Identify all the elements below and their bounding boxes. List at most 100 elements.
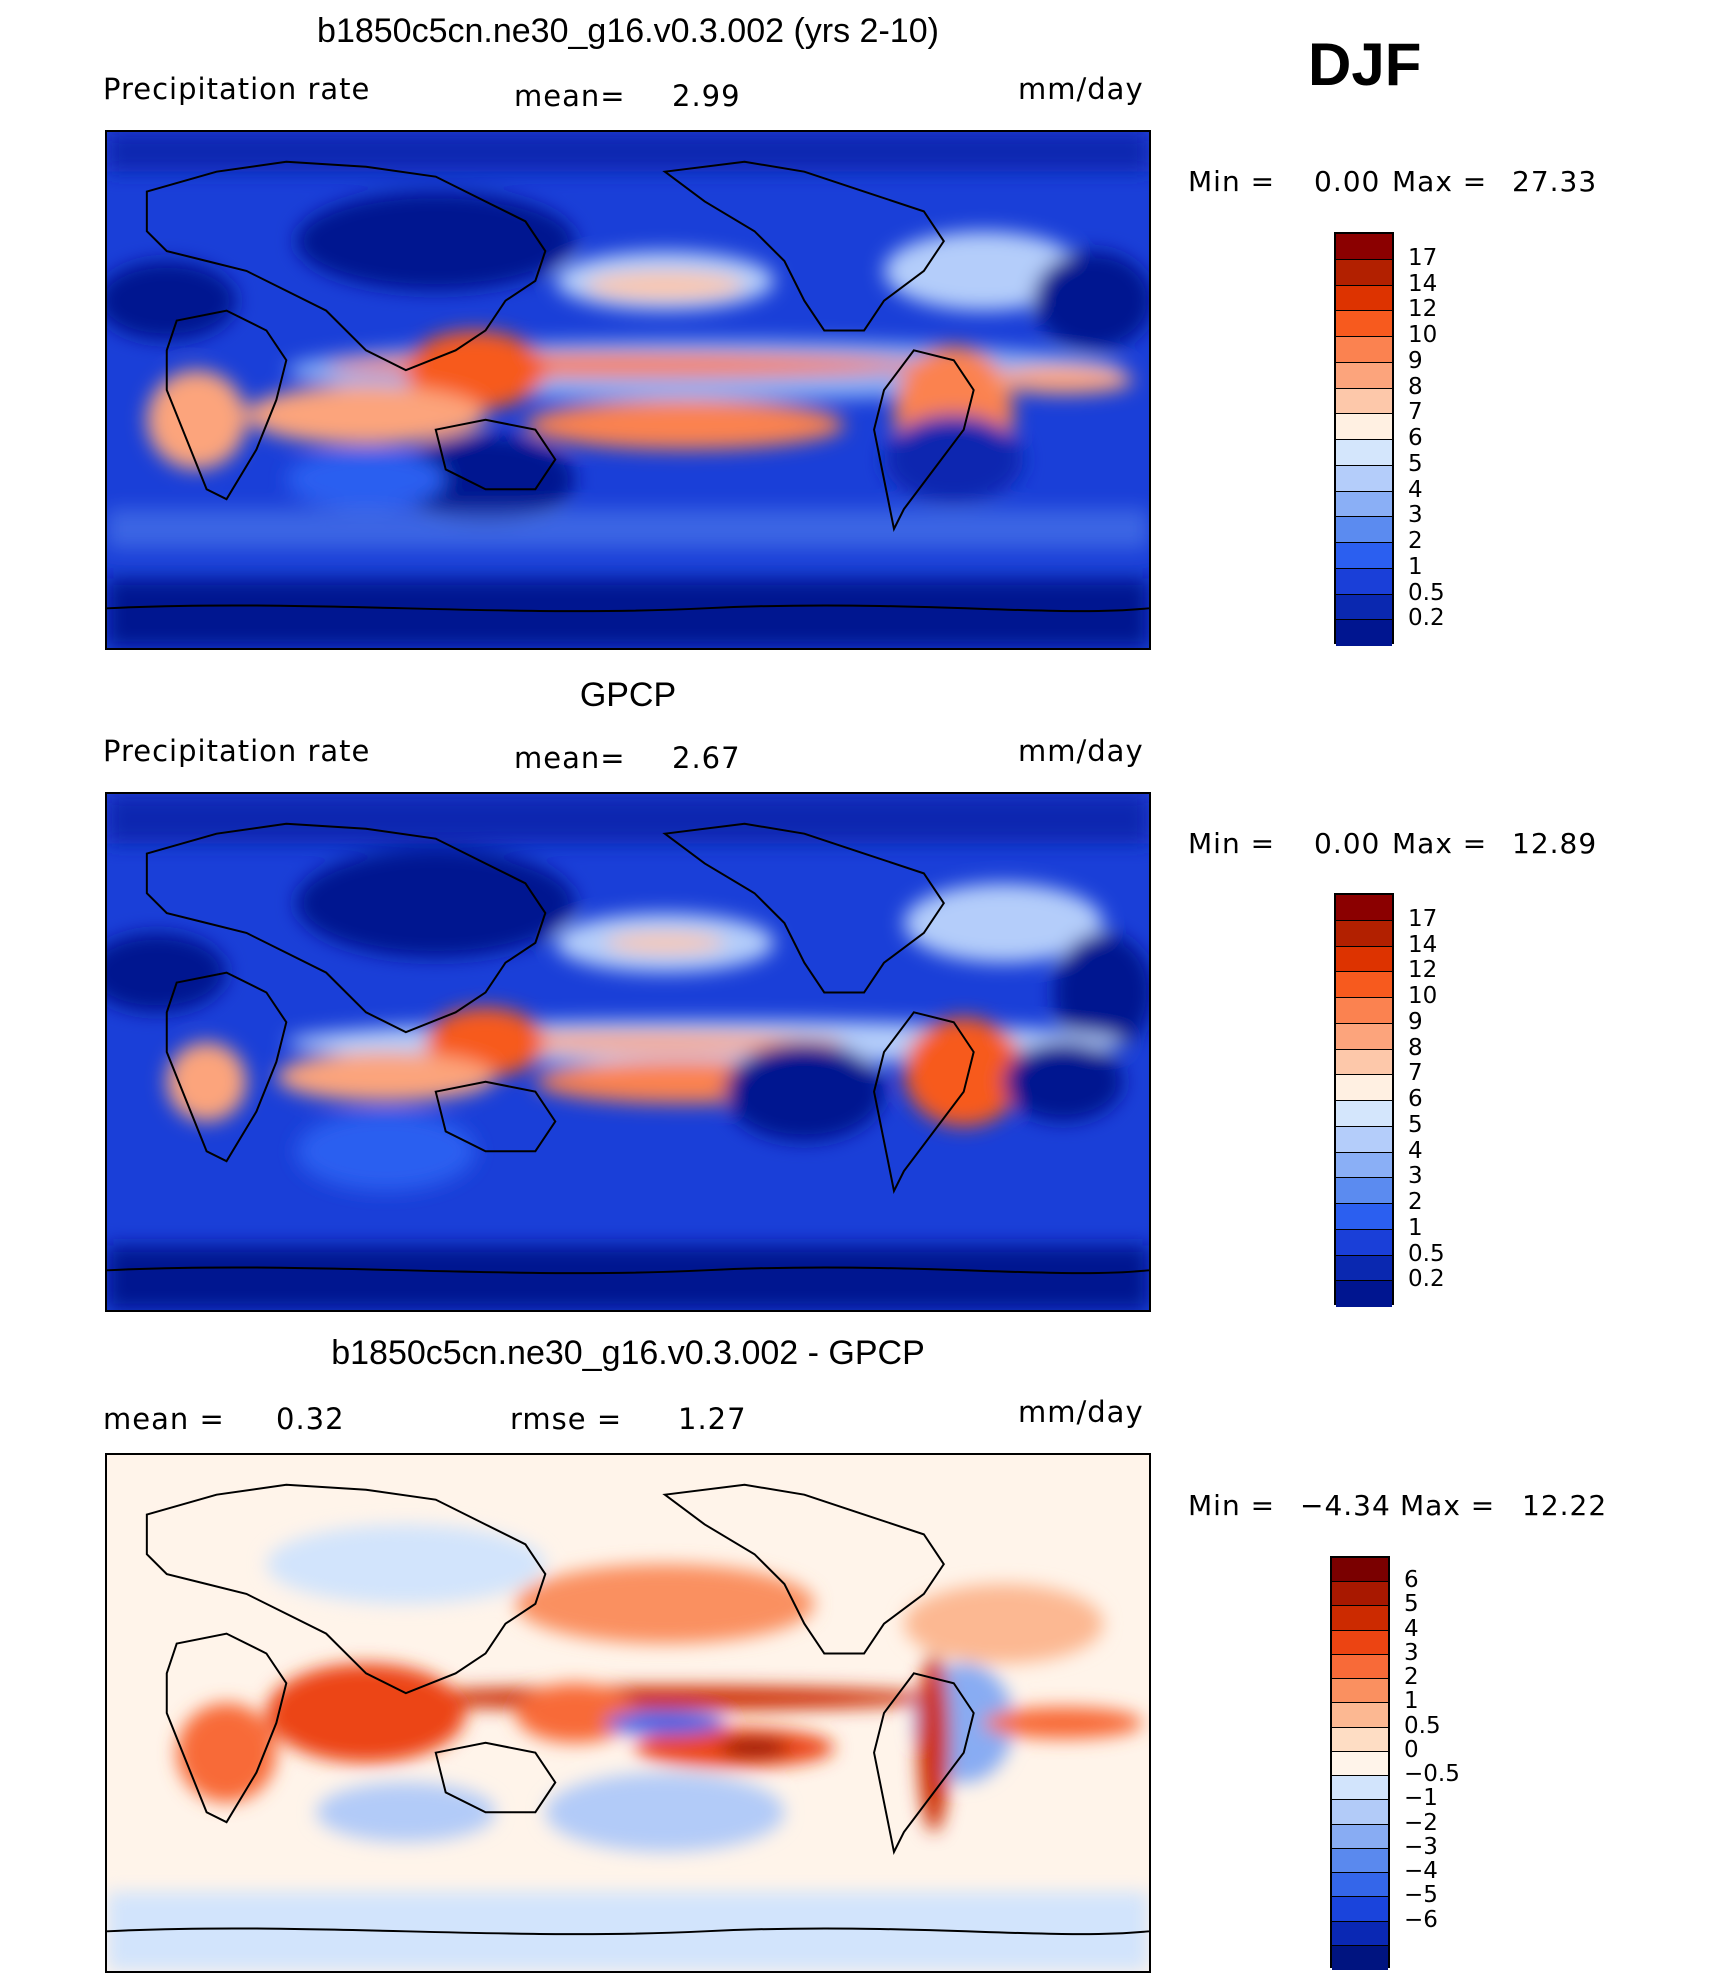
colorbar-swatch: [1332, 1800, 1388, 1825]
colorbar-swatch: [1336, 259, 1392, 286]
colorbar-swatch: [1336, 1101, 1392, 1127]
colorbar-tick-label: 6: [1404, 1567, 1419, 1594]
colorbar-tick-label: 3: [1408, 1163, 1423, 1190]
colorbar-tick-label: 1: [1408, 553, 1423, 580]
season-label: DJF: [1308, 31, 1422, 98]
colorbar-swatch: [1336, 972, 1392, 998]
colorbar-swatch: [1332, 1679, 1388, 1704]
colorbar-tick-label: −2: [1404, 1809, 1438, 1836]
colorbar-tick-label: −0.5: [1404, 1761, 1460, 1788]
colorbar-swatch: [1336, 465, 1392, 492]
colorbar-swatch: [1336, 311, 1392, 337]
panel-1-min-value: 0.00: [1314, 165, 1381, 198]
panel-2-variable-label: Precipitation rate: [103, 734, 371, 768]
colorbar-tick-label: 14: [1408, 270, 1438, 297]
colorbar-tick-label: 8: [1408, 1034, 1423, 1061]
colorbar-tick-label: 10: [1408, 322, 1438, 348]
colorbar-swatch: [1336, 1281, 1392, 1307]
colorbar-swatch: [1336, 234, 1392, 260]
panel-1-coastlines: [107, 160, 1149, 613]
colorbar-swatch: [1336, 1204, 1392, 1230]
panel-2-mean-label: mean=: [514, 741, 626, 775]
colorbar-tick-label: 0.5: [1408, 579, 1445, 606]
colorbar-swatch: [1336, 491, 1392, 518]
colorbar-swatch: [1332, 1582, 1388, 1607]
panel-2-max-value: 12.89: [1512, 827, 1598, 860]
colorbar-tick-label: 10: [1408, 983, 1438, 1009]
colorbar-tick-label: 9: [1408, 1008, 1423, 1035]
colorbar-swatch: [1336, 543, 1392, 569]
colorbar-swatch: [1332, 1897, 1388, 1922]
panel-3-max-value: 12.22: [1522, 1489, 1608, 1522]
colorbar-tick-label: −1: [1404, 1785, 1438, 1812]
colorbar-swatch: [1336, 1023, 1392, 1050]
colorbar-tick-label: 6: [1408, 1086, 1423, 1112]
colorbar-swatch: [1336, 568, 1392, 595]
panel-3-map-svg: [107, 1455, 1149, 1971]
colorbar-boxes: [1334, 893, 1394, 1307]
panel-3-mean-value: 0.32: [276, 1402, 345, 1436]
colorbar-tick-label: 7: [1408, 399, 1423, 426]
colorbar-boxes: [1330, 1556, 1390, 1970]
colorbar-swatch: [1332, 1824, 1388, 1849]
colorbar-tick-label: 0.2: [1408, 1266, 1445, 1293]
colorbar-tick-label: 3: [1408, 502, 1423, 529]
colorbar-tick-label: 2: [1408, 1189, 1423, 1215]
panel-2-max-label: Max =: [1392, 827, 1488, 860]
colorbar-swatch: [1336, 337, 1392, 363]
colorbar-tick-label: 5: [1404, 1591, 1419, 1618]
panel-3-mean-label: mean =: [103, 1402, 225, 1436]
panel-3-title: b1850c5cn.ne30_g16.v0.3.002 - GPCP: [331, 1334, 925, 1372]
colorbar-tick-label: 6: [1408, 425, 1423, 451]
panel-1-units: mm/day: [1018, 72, 1144, 106]
colorbar-tick-label: −4: [1404, 1858, 1438, 1885]
colorbar-swatch: [1336, 1126, 1392, 1153]
colorbar-swatch: [1332, 1751, 1388, 1777]
colorbar-tick-label: 1: [1408, 1214, 1423, 1241]
colorbar-swatch: [1336, 1255, 1392, 1282]
colorbar-tick-label: 4: [1408, 1137, 1423, 1164]
colorbar-swatch: [1336, 895, 1392, 921]
colorbar-tick-label: 0.5: [1404, 1712, 1441, 1739]
colorbar-tick-label: 5: [1408, 450, 1423, 477]
panel-2-min-label: Min =: [1188, 827, 1276, 860]
panel-2-mean-value: 2.67: [672, 741, 741, 775]
panel-1-max-label: Max =: [1392, 165, 1488, 198]
colorbar-tick-label: 8: [1408, 373, 1423, 400]
panel-1-min-label: Min =: [1188, 165, 1276, 198]
colorbar-swatch: [1332, 1776, 1388, 1801]
colorbar-swatch: [1336, 594, 1392, 621]
colorbar-tick-label: 12: [1408, 957, 1438, 984]
colorbar-swatch: [1336, 517, 1392, 543]
colorbar-tick-label: 3: [1404, 1639, 1419, 1666]
colorbar-tick-label: 5: [1408, 1111, 1423, 1138]
panel-2-min-value: 0.00: [1314, 827, 1381, 860]
colorbar-tick-label: 4: [1408, 476, 1423, 503]
colorbar-swatch: [1336, 1049, 1392, 1076]
colorbar-tick-label: −6: [1404, 1906, 1438, 1933]
colorbar-tick-label: 0.5: [1408, 1240, 1445, 1267]
colorbar-swatch: [1332, 1703, 1388, 1728]
colorbar-tick-label: 14: [1408, 931, 1438, 958]
colorbar-tick-label: 1: [1404, 1688, 1419, 1715]
panel-3-rmse-label: rmse =: [510, 1402, 623, 1436]
colorbar-swatch: [1332, 1654, 1388, 1680]
panel-1-map: [105, 130, 1151, 650]
colorbar-tick-label: −3: [1404, 1833, 1438, 1860]
colorbar-swatch: [1336, 946, 1392, 973]
colorbar-swatch: [1332, 1921, 1388, 1946]
colorbar-swatch: [1332, 1848, 1388, 1874]
colorbar-boxes: [1334, 232, 1394, 646]
panel-2-map: [105, 792, 1151, 1312]
colorbar-tick-label: 9: [1408, 347, 1423, 374]
panel-1-variable-label: Precipitation rate: [103, 72, 371, 106]
panel-2-title: GPCP: [579, 676, 677, 714]
colorbar-swatch: [1332, 1606, 1388, 1631]
colorbar-swatch: [1336, 388, 1392, 415]
colorbar-swatch: [1336, 414, 1392, 440]
colorbar-swatch: [1332, 1558, 1388, 1583]
panel-3-units: mm/day: [1018, 1395, 1144, 1429]
colorbar-swatch: [1336, 620, 1392, 646]
colorbar-tick-label: 4: [1404, 1615, 1419, 1642]
panel-2-coastlines: [107, 822, 1149, 1275]
